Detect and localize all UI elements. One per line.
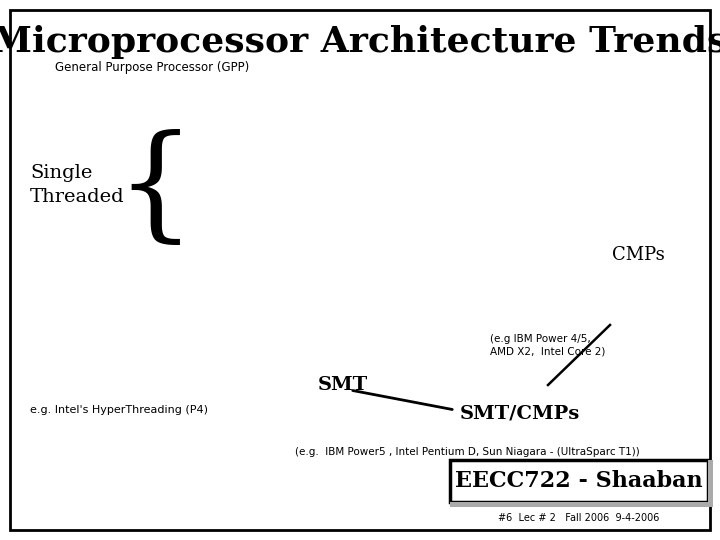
Bar	[450, 460, 708, 502]
Text: (e.g IBM Power 4/5,
AMD X2,  Intel Core 2): (e.g IBM Power 4/5, AMD X2, Intel Core 2…	[490, 334, 606, 356]
Text: Microprocessor Architecture Trends: Microprocessor Architecture Trends	[0, 25, 720, 59]
Bar	[708, 460, 713, 502]
Text: EECC722 - Shaaban: EECC722 - Shaaban	[455, 470, 703, 492]
Text: (e.g.  IBM Power5 , Intel Pentium D, Sun Niagara - (UltraSparc T1)): (e.g. IBM Power5 , Intel Pentium D, Sun …	[295, 447, 640, 457]
Text: General Purpose Processor (GPP): General Purpose Processor (GPP)	[55, 62, 249, 75]
Text: {: {	[115, 130, 195, 251]
Text: e.g. Intel's HyperThreading (P4): e.g. Intel's HyperThreading (P4)	[30, 405, 208, 415]
Text: SMT: SMT	[318, 376, 368, 394]
Bar	[450, 502, 713, 507]
Text: SMT/CMPs: SMT/CMPs	[460, 404, 580, 422]
Text: Single
Threaded: Single Threaded	[30, 164, 125, 206]
Text: #6  Lec # 2   Fall 2006  9-4-2006: #6 Lec # 2 Fall 2006 9-4-2006	[498, 513, 660, 523]
Text: CMPs: CMPs	[611, 246, 665, 264]
